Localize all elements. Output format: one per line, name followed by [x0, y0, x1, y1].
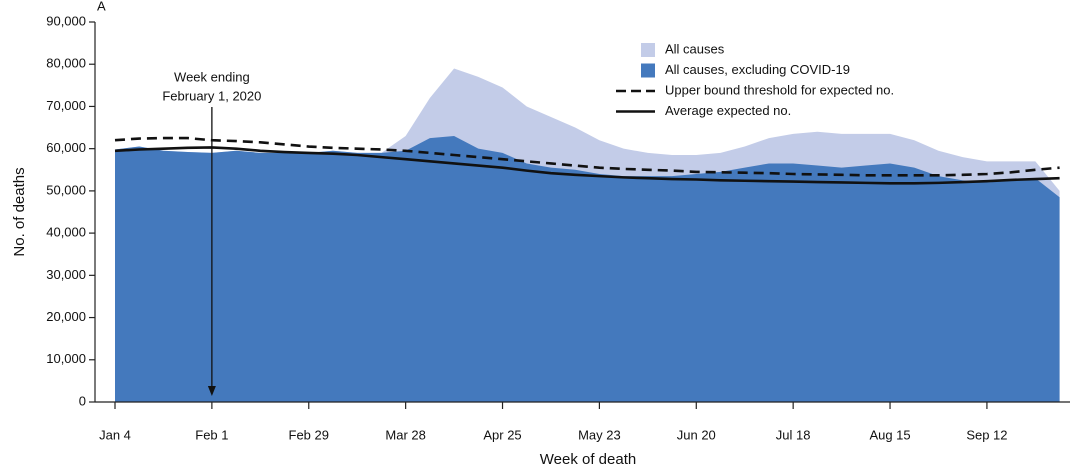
x-tick-label: Feb 1	[195, 427, 228, 442]
legend-label: Upper bound threshold for expected no.	[665, 82, 894, 97]
y-tick-label: 80,000	[46, 56, 86, 71]
y-tick-label: 0	[79, 393, 86, 408]
x-tick-label: May 23	[578, 427, 621, 442]
y-tick-label: 50,000	[46, 182, 86, 197]
line	[114, 146, 1060, 185]
line	[114, 136, 1060, 177]
x-tick-label: Jul 18	[776, 427, 811, 442]
x-tick-label: Mar 28	[385, 427, 425, 442]
y-tick-label: 40,000	[46, 225, 86, 240]
legend-label: All causes	[665, 41, 725, 56]
y-axis-title: No. of deaths	[11, 167, 28, 256]
legend-label: All causes, excluding COVID-19	[665, 62, 850, 77]
y-tick-label: 90,000	[46, 13, 86, 28]
legend-swatch	[641, 43, 655, 57]
x-tick-label: Feb 29	[289, 427, 329, 442]
x-tick-label: Apr 25	[483, 427, 521, 442]
arrow-head	[207, 386, 216, 396]
panel-label: A	[97, 0, 106, 13]
x-tick-label: Aug 15	[869, 427, 910, 442]
annotation: Week ending	[174, 69, 250, 84]
area	[115, 136, 1060, 402]
y-tick-label: 70,000	[46, 98, 86, 113]
annotation: February 1, 2020	[162, 88, 261, 103]
legend-swatch	[641, 63, 655, 78]
x-tick-label: Jun 20	[677, 427, 716, 442]
y-tick-label: 20,000	[46, 309, 86, 324]
x-tick-label: Sep 12	[966, 427, 1007, 442]
y-tick-label: 10,000	[46, 351, 86, 366]
y-tick-label: 60,000	[46, 140, 86, 155]
legend-label: Average expected no.	[665, 103, 791, 118]
y-tick-label: 30,000	[46, 267, 86, 282]
x-axis-title: Week of death	[540, 451, 636, 468]
x-tick-label: Jan 4	[99, 427, 131, 442]
